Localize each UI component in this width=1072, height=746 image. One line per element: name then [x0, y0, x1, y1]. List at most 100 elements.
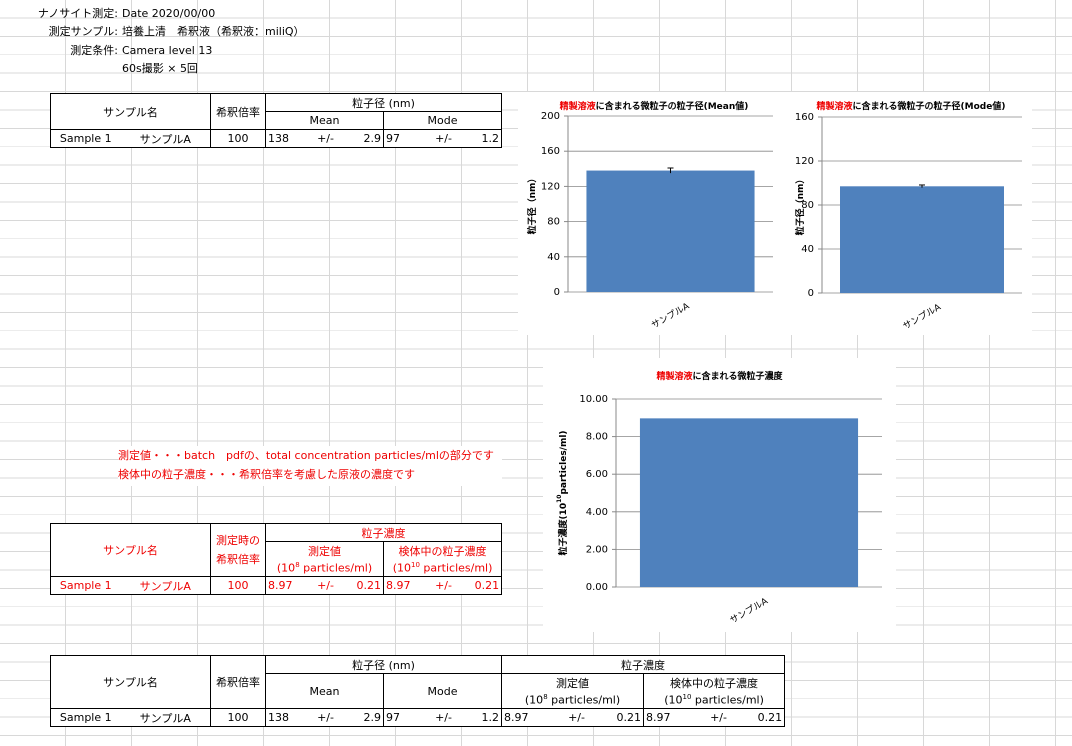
header-cell: 粒子径 (nm): [265, 655, 503, 674]
x-tick-label: サンプルA: [728, 595, 771, 626]
value: 培養上清 希釈液（希釈液：miliQ）: [122, 25, 305, 39]
y-tick-label: 160: [541, 146, 560, 157]
cell: 0.21: [463, 576, 503, 595]
cell: 138: [265, 708, 306, 727]
exp: 10: [410, 560, 420, 569]
title-highlight: 精製溶液: [656, 370, 693, 382]
text: (10: [664, 693, 683, 707]
header-cell: 検体中の粒子濃度: [643, 673, 786, 691]
header-cell: Mode: [383, 673, 503, 709]
cell: サンプルA: [120, 576, 212, 595]
y-tick-label: 200: [541, 111, 560, 122]
cell: 100: [210, 576, 267, 595]
label-text: particles/ml): [559, 430, 569, 494]
text: particles/ml): [691, 693, 764, 707]
value: Camera level 13: [122, 43, 213, 57]
y-tick-label: 0: [808, 288, 814, 299]
text: particles/ml): [419, 561, 493, 575]
bar: [639, 418, 859, 587]
cell: +/-: [693, 708, 744, 727]
unit: (1010 particles/ml): [383, 559, 503, 577]
exp: 8: [295, 560, 300, 569]
y-tick-label: 80: [547, 217, 560, 228]
cell: 2.9: [345, 708, 385, 727]
cell: +/-: [305, 129, 346, 148]
y-tick-label: 40: [547, 252, 560, 263]
y-tick-label: 6.00: [586, 469, 608, 480]
header-cell: Mean: [265, 111, 385, 130]
cell: 8.97: [501, 708, 552, 727]
cell: 0.21: [345, 576, 385, 595]
label-exp: 10: [556, 495, 563, 503]
header-cell: 粒子濃度: [265, 523, 503, 542]
cell: サンプルA: [120, 708, 212, 727]
label-text: 粒子径（nm）: [794, 175, 806, 236]
exp: 10: [682, 692, 692, 701]
y-tick-label: 0.00: [586, 582, 608, 593]
value: 60s撮影 × 5回: [122, 62, 198, 76]
header-cell: サンプル名: [49, 93, 212, 130]
cell: +/-: [423, 129, 464, 148]
header-cell: 検体中の粒子濃度: [383, 541, 503, 559]
table-concentration: サンプル名 測定時の 希釈倍率 粒子濃度 測定値 検体中の粒子濃度 (108 par…: [49, 523, 503, 595]
cell: 0.21: [743, 708, 786, 727]
label-text: 粒子径（nm）: [526, 174, 538, 235]
cell: 97: [383, 708, 424, 727]
title-highlight: 精製溶液: [817, 100, 854, 112]
chart-title: 精製溶液に含まれる微粒子濃度: [656, 370, 783, 382]
header-cell: サンプル名: [49, 655, 212, 709]
y-axis-label: 粒子径（nm）: [794, 175, 806, 236]
title-highlight: 精製溶液: [560, 100, 597, 112]
cell: 100: [210, 129, 267, 148]
label: 測定サンプル:: [48, 25, 118, 39]
unit: (108 particles/ml): [501, 691, 645, 709]
cell: 8.97: [265, 576, 306, 595]
cell: 1.2: [463, 129, 503, 148]
y-tick-label: 4.00: [586, 507, 608, 518]
cell: Sample 1: [50, 129, 121, 148]
chart-title: 精製溶液に含まれる微粒子の粒子径(Mean値): [560, 100, 749, 112]
table-size: サンプル名 希釈倍率 粒子径 (nm) Mean Mode Sample 1 サンプルA…: [49, 93, 503, 148]
text: (10: [276, 561, 296, 575]
text: (10: [524, 693, 544, 707]
header-cell: 測定時の 希釈倍率: [210, 523, 267, 577]
title-text: に含まれる微粒子の粒子径(Mode値): [853, 100, 1006, 112]
cell: +/-: [423, 576, 464, 595]
header-cell: Mode: [383, 111, 503, 130]
bar: [840, 186, 1004, 293]
value: Date 2020/00/00: [122, 7, 216, 20]
title-text: に含まれる微粒子濃度: [693, 370, 784, 382]
y-axis-label: 粒子濃度(1010particles/ml): [556, 430, 569, 555]
cell: 100: [210, 708, 267, 727]
cell: 97: [383, 129, 424, 148]
text: 測定時の: [216, 534, 261, 547]
header-cell: 希釈倍率: [210, 655, 267, 709]
header-cell: 希釈倍率: [210, 93, 267, 130]
header-cell: 粒子濃度: [501, 655, 786, 674]
header-cell: 粒子径 (nm): [265, 93, 503, 112]
cell: +/-: [551, 708, 602, 727]
table-summary: サンプル名 希釈倍率 粒子径 (nm) 粒子濃度 Mean Mode 測定値 検体中の粒…: [49, 655, 786, 727]
y-tick-label: 120: [541, 181, 560, 192]
y-tick-label: 2.00: [586, 544, 608, 555]
cell: 8.97: [643, 708, 694, 727]
text: particles/ml): [547, 693, 621, 707]
cell: 2.9: [345, 129, 385, 148]
exp: 8: [543, 692, 548, 701]
y-axis-label: 粒子径（nm）: [526, 174, 538, 235]
cell: Sample 1: [50, 708, 121, 727]
header: ナノサイト測定: Date 2020/00/00 測定サンプル: 培養上清 希釈液（…: [0, 5, 305, 79]
y-tick-label: 40: [801, 244, 814, 255]
error-bar: [919, 184, 925, 188]
label: 測定条件:: [70, 43, 118, 57]
header-cell: 測定値: [501, 673, 645, 691]
notes: 測定値・・・batch pdfの、total concentration par…: [118, 446, 502, 486]
header-cell: サンプル名: [49, 523, 212, 577]
x-tick-label: サンプルA: [901, 301, 944, 332]
bar: [586, 170, 755, 292]
cell: +/-: [305, 576, 346, 595]
cell: +/-: [305, 708, 346, 727]
text: (10: [392, 561, 411, 575]
chart: 精製溶液に含まれる微粒子の粒子径(Mean値) 粒子径（nm） 0 40 80 120 16…: [518, 92, 790, 335]
